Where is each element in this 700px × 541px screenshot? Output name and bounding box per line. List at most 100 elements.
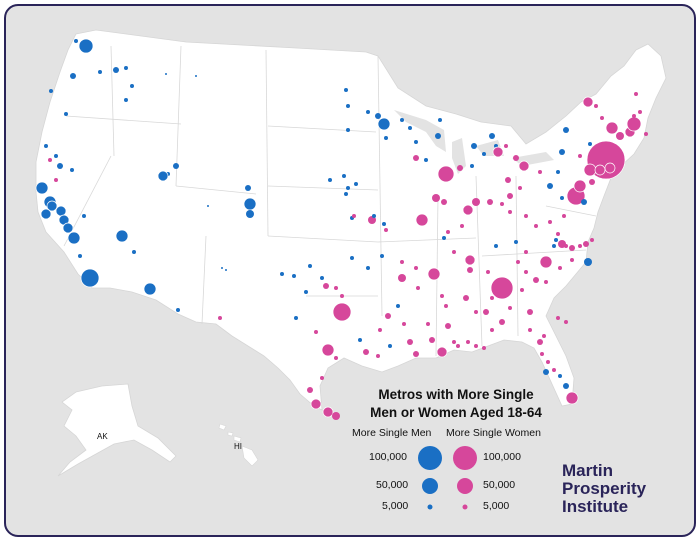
metro-bubble-women-189 <box>376 354 380 358</box>
legend-men-circles <box>418 446 442 510</box>
metro-bubble-women-162 <box>552 368 556 372</box>
metro-bubble-women-134 <box>539 255 553 269</box>
metro-bubble-women-108 <box>638 110 642 114</box>
metro-bubble-women-14 <box>48 158 52 162</box>
metro-bubble-women-167 <box>564 320 568 324</box>
metro-bubble-women-83 <box>432 194 440 202</box>
metro-bubble-men-211 <box>380 254 384 258</box>
metro-bubble-women-82 <box>415 213 429 227</box>
metro-bubble-men-204 <box>294 316 298 320</box>
legend-men-label-100k: 100,000 <box>369 451 407 463</box>
metro-bubble-women-81 <box>384 228 388 232</box>
metro-bubble-women-188 <box>363 349 369 355</box>
legend-women-heading: More Single Women <box>446 427 541 439</box>
metro-bubble-men-13 <box>54 154 58 158</box>
metro-bubble-men-72 <box>346 186 350 190</box>
metro-bubble-women-70 <box>518 186 522 190</box>
metro-bubble-men-74 <box>328 178 332 182</box>
metro-bubble-men-71 <box>354 182 358 186</box>
metro-bubble-men-207 <box>292 274 296 278</box>
metro-bubble-women-106 <box>632 114 636 118</box>
metro-bubble-women-139 <box>524 250 528 254</box>
metro-bubble-men-59 <box>470 164 474 168</box>
metro-bubble-men-1 <box>70 73 76 79</box>
metro-bubble-men-9 <box>64 112 68 116</box>
metro-bubble-men-164 <box>563 383 569 389</box>
metro-bubble-men-40 <box>207 205 209 207</box>
metro-bubble-men-17 <box>46 200 58 212</box>
metro-bubble-women-119 <box>578 154 582 158</box>
metro-bubble-women-196 <box>310 398 322 410</box>
metro-bubble-men-124 <box>547 183 553 189</box>
metro-bubble-women-148 <box>463 295 469 301</box>
metro-bubble-men-187 <box>358 338 362 342</box>
metro-bubble-women-142 <box>544 280 548 284</box>
metro-bubble-men-10 <box>124 98 128 102</box>
metro-bubble-women-157 <box>537 339 543 345</box>
metro-bubble-women-146 <box>464 254 476 266</box>
metro-bubble-men-18 <box>40 208 52 220</box>
legend-title-line2: Men or Women Aged 18-64 <box>370 405 542 420</box>
metro-bubble-men-38 <box>243 197 257 211</box>
metro-bubble-men-6 <box>165 73 167 75</box>
metro-bubble-men-28 <box>80 268 100 288</box>
metro-bubble-men-5 <box>113 67 119 73</box>
metro-bubble-women-84 <box>441 199 447 205</box>
metro-bubble-women-172 <box>426 322 430 326</box>
metro-bubble-men-46 <box>366 110 370 114</box>
metro-bubble-men-73 <box>342 174 346 178</box>
legend-title: Metros with More Single Men or Women Age… <box>346 386 566 422</box>
metro-bubble-women-140 <box>524 270 528 274</box>
metro-bubble-women-214 <box>416 286 420 290</box>
metro-bubble-men-43 <box>344 88 348 92</box>
metro-bubble-women-128 <box>569 245 575 251</box>
metro-bubble-women-97 <box>556 232 560 236</box>
metro-bubble-men-55 <box>435 133 441 139</box>
metro-bubble-women-136 <box>570 258 574 262</box>
metro-bubble-men-210 <box>366 266 370 270</box>
metro-bubble-men-118 <box>581 199 587 205</box>
legend-men-label-50k: 50,000 <box>376 479 409 491</box>
metro-bubble-women-102 <box>605 121 619 135</box>
metro-bubble-women-166 <box>556 316 560 320</box>
metro-bubble-women-178 <box>474 344 478 348</box>
metro-bubble-women-95 <box>534 224 538 228</box>
legend-women-label-5k: 5,000 <box>483 500 510 512</box>
metro-bubble-women-113 <box>594 164 606 176</box>
metro-bubble-women-114 <box>604 162 616 174</box>
metro-bubble-men-29 <box>115 229 129 243</box>
metro-bubble-men-15 <box>35 181 49 195</box>
legend-women-5k <box>462 504 468 510</box>
metro-bubble-women-154 <box>520 288 524 292</box>
metro-bubble-women-96 <box>548 220 552 224</box>
metro-bubble-men-209 <box>350 256 354 260</box>
metro-bubble-men-138 <box>514 240 518 244</box>
metro-bubble-men-37 <box>245 185 251 191</box>
metro-bubble-women-153 <box>508 306 512 310</box>
metro-bubble-women-160 <box>546 360 550 364</box>
metro-bubble-women-215 <box>452 250 456 254</box>
metro-bubble-men-4 <box>124 66 128 70</box>
metro-bubble-men-123 <box>556 170 560 174</box>
metro-bubble-men-208 <box>308 264 312 268</box>
metro-bubble-men-216 <box>494 244 498 248</box>
metro-bubble-men-3 <box>98 70 102 74</box>
metro-bubble-men-61 <box>482 152 486 156</box>
metro-bubble-women-101 <box>600 116 604 120</box>
metro-bubble-women-149 <box>474 310 478 314</box>
metro-bubble-women-217 <box>516 260 520 264</box>
metro-bubble-women-57 <box>437 165 455 183</box>
metro-bubble-women-205 <box>314 330 318 334</box>
metro-bubble-men-41 <box>221 267 223 269</box>
metro-bubble-women-129 <box>578 244 582 248</box>
metro-bubble-women-147 <box>467 267 473 273</box>
metro-bubble-women-159 <box>540 352 544 356</box>
metro-bubble-women-87 <box>460 224 464 228</box>
metro-bubble-women-99 <box>582 96 594 108</box>
metro-bubble-men-12 <box>44 144 48 148</box>
metro-bubble-men-19 <box>55 205 67 217</box>
metro-bubble-women-168 <box>427 267 441 281</box>
metro-bubble-women-117 <box>589 179 595 185</box>
metro-bubble-men-24 <box>57 163 63 169</box>
metro-bubble-women-182 <box>402 322 406 326</box>
